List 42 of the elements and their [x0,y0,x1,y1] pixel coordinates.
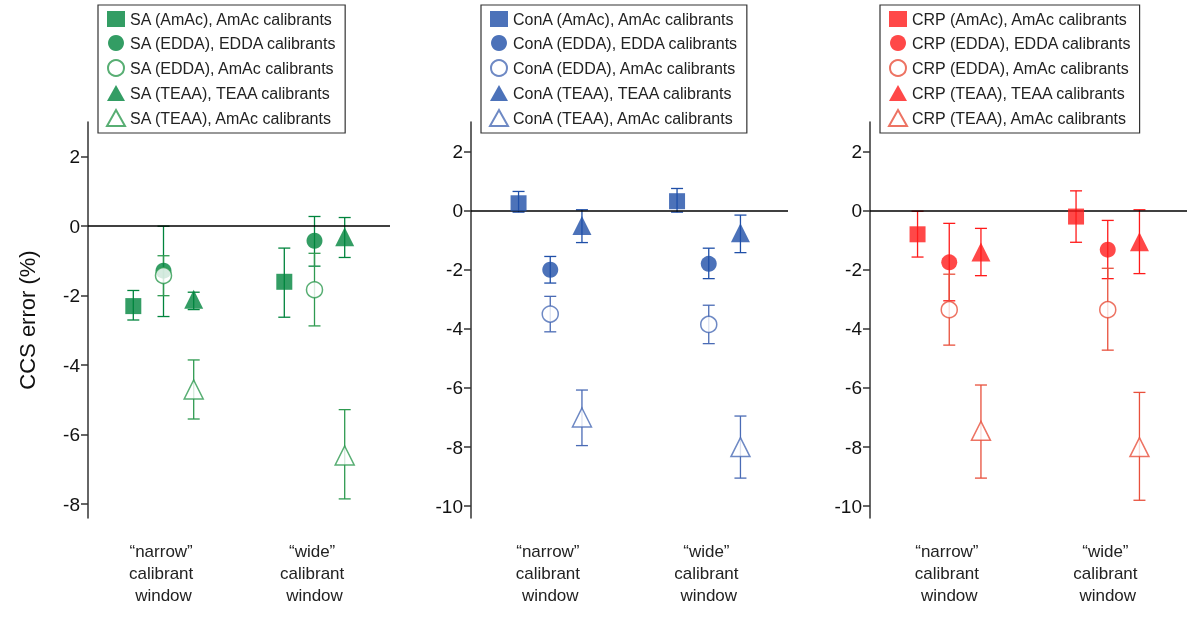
y-tick-label: 0 [452,200,464,222]
legend-label: ConA (AmAc), AmAc calibrants [513,10,734,28]
y-tick-label: -8 [844,436,862,458]
legend-label: SA (EDDA), EDDA calibrants [130,34,336,52]
y-tick-label: -8 [63,493,80,515]
legend-label: ConA (EDDA), AmAc calibrants [513,59,736,77]
y-tick-label: -10 [435,495,464,517]
x-tick-label: “narrow” calibrant window [914,541,984,605]
y-tick-label: -6 [844,377,862,399]
legend-label: ConA (EDDA), EDDA calibrants [513,34,738,52]
legend-label: CRP (TEAA), AmAc calibrants [911,109,1126,127]
x-tick-label: “wide” calibrant window [280,541,349,605]
x-tick-label: “narrow” calibrant window [516,541,586,605]
y-tick-label: 0 [851,200,862,222]
y-axis-title: CCS error (%) [14,250,40,390]
y-tick-label: -2 [446,259,464,281]
y-tick-label: -6 [446,377,464,399]
y-tick-label: -10 [834,495,862,517]
x-tick-label: “wide” calibrant window [674,541,744,605]
y-tick-label: -4 [844,318,863,340]
y-tick-label: 2 [69,146,80,168]
legend-label: SA (AmAc), AmAc calibrants [130,10,332,28]
y-tick-label: -2 [63,285,80,307]
y-tick-label: 2 [452,141,464,163]
legend-label: ConA (TEAA), AmAc calibrants [513,109,733,127]
legend-label: CRP (EDDA), EDDA calibrants [911,34,1131,52]
legend-label: SA (EDDA), AmAc calibrants [130,59,334,77]
legend-label: CRP (AmAc), AmAc calibrants [911,10,1127,28]
y-tick-label: -2 [844,259,862,281]
legend-label: SA (TEAA), TEAA calibrants [130,84,330,102]
x-tick-label: “narrow” calibrant window [129,541,198,605]
legend-label: CRP (TEAA), TEAA calibrants [911,84,1125,102]
y-tick-label: 2 [851,141,862,163]
legend-label: CRP (EDDA), AmAc calibrants [911,59,1129,77]
y-tick-label: -4 [63,354,81,376]
x-tick-label: “wide” calibrant window [1072,541,1142,605]
legend-label: ConA (TEAA), TEAA calibrants [513,84,732,102]
y-tick-label: -8 [446,436,464,458]
y-tick-label: 0 [69,215,80,237]
y-tick-label: -6 [63,424,80,446]
legend-label: SA (TEAA), AmAc calibrants [130,109,331,127]
y-tick-label: -4 [446,318,464,340]
